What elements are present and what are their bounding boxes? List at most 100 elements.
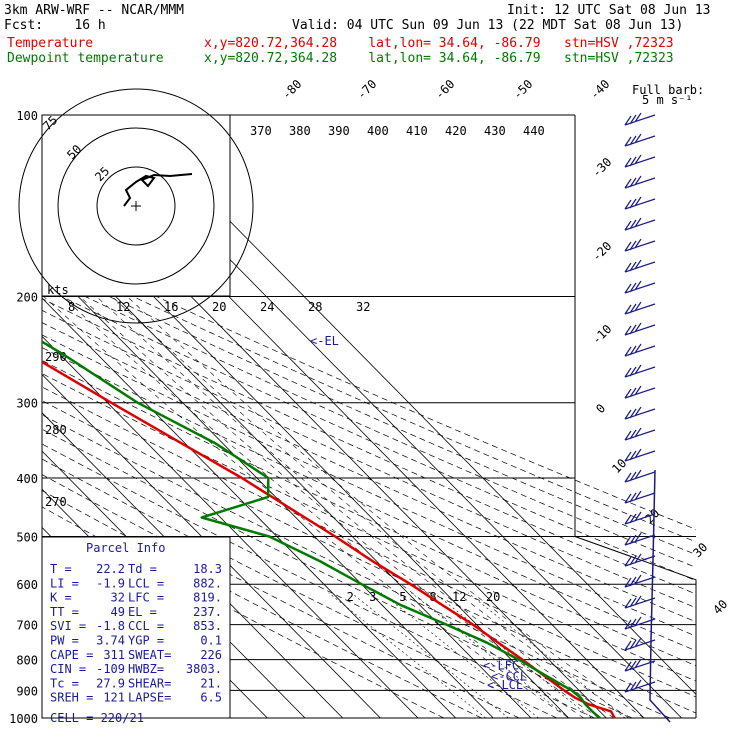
parcel-field: 882. <box>193 576 222 590</box>
parcel-field: 0.1 <box>200 634 222 648</box>
parcel-field: 3803. <box>186 662 222 676</box>
dry-adiabat-300 <box>42 428 633 718</box>
wind-barb <box>624 595 656 609</box>
pressure-label-1000: 1000 <box>9 712 38 726</box>
dewpoint-curve <box>42 340 601 718</box>
isotherm--30 <box>42 335 419 718</box>
wind-barb <box>624 532 656 546</box>
barb-note-line2: 5 m s⁻¹ <box>642 93 693 107</box>
wind-barb <box>624 154 656 168</box>
isotherm-label--50: -50 <box>510 77 535 102</box>
parcel-field: T = <box>50 562 72 576</box>
hodograph-speed-20: 20 <box>212 300 226 314</box>
annotation-lfc: <-LFC <box>483 659 519 673</box>
dry-adiabat-450 <box>42 241 696 530</box>
pressure-label-200: 200 <box>16 291 38 305</box>
parcel-field: 21. <box>200 676 222 690</box>
wind-barb <box>624 406 656 420</box>
dry-adiabat-330 <box>42 386 696 698</box>
theta-label-280: 280 <box>45 423 67 437</box>
mixing-ratio-label-20: 20 <box>486 590 500 604</box>
theta-label-390: 390 <box>328 124 350 138</box>
wind-barb <box>624 259 656 273</box>
isotherm-label--70: -70 <box>354 77 379 102</box>
parcel-field: 27.9 <box>96 676 125 690</box>
parcel-field: 22.2 <box>96 562 125 576</box>
mixing-ratio-label-3: 3 <box>369 590 376 604</box>
parcel-field: 853. <box>193 619 222 633</box>
hodograph-origin <box>131 201 141 211</box>
wind-barb <box>624 280 656 294</box>
dry-adiabat-320 <box>42 400 696 714</box>
pressure-label-800: 800 <box>16 654 38 668</box>
dry-adiabat-290 <box>42 443 595 718</box>
init-time: Init: 12 UTC Sat 08 Jun 13 <box>507 3 711 18</box>
wind-barb <box>624 385 656 399</box>
temperature-legend: Temperature <box>7 36 94 51</box>
pressure-label-300: 300 <box>16 397 38 411</box>
right-axis-lower <box>574 536 697 718</box>
wind-barb <box>624 637 656 651</box>
parcel-title: Parcel Info <box>86 541 165 555</box>
isotherm-label--30: -30 <box>589 155 614 180</box>
hodograph-speed-12: 12 <box>116 300 130 314</box>
wind-barb <box>624 364 656 378</box>
wind-barb <box>624 511 656 525</box>
hodograph-units: kts <box>47 283 69 297</box>
parcel-field: 819. <box>193 591 222 605</box>
wind-barb <box>624 553 656 567</box>
isotherm-label--10: -10 <box>589 322 614 347</box>
dry-adiabat-380 <box>42 322 696 623</box>
parcel-field: LAPSE= <box>128 691 171 705</box>
isotherm-label--80: -80 <box>279 77 304 102</box>
forecast-hour: Fcst: 16 h <box>4 18 106 33</box>
temperature-curve <box>42 360 616 718</box>
wind-barb <box>624 133 656 147</box>
pressure-label-600: 600 <box>16 578 38 592</box>
dewpoint-location: x,y=820.72,364.28 lat,lon= 34.64, -86.79… <box>204 51 674 66</box>
temperature-location: x,y=820.72,364.28 lat,lon= 34.64, -86.79… <box>204 36 674 51</box>
mixing-ratio-line-5 <box>381 592 539 718</box>
isotherm-label--20: -20 <box>589 239 614 264</box>
hodograph-ring-25 <box>96 166 176 246</box>
wind-barb <box>624 574 656 588</box>
parcel-field: Tc = <box>50 676 79 690</box>
wind-barb <box>624 490 656 504</box>
parcel-field: EL = <box>128 605 157 619</box>
parcel-field: LFC = <box>128 591 164 605</box>
hodograph-speed-24: 24 <box>260 300 274 314</box>
wind-barb <box>624 448 656 462</box>
parcel-field: 49 <box>111 605 125 619</box>
hodograph-ring-75 <box>18 88 254 324</box>
mixing-ratio-label-2: 2 <box>347 590 354 604</box>
dry-adiabat-350 <box>42 359 696 667</box>
theta-label-410: 410 <box>406 124 428 138</box>
parcel-cell: CELL = 220/21 <box>50 711 144 725</box>
barb-note-line1: Full barb: <box>632 83 704 97</box>
parcel-field: 3.74 <box>96 634 125 648</box>
parcel-field: PW = <box>50 634 79 648</box>
hodograph-trace <box>123 173 193 207</box>
wind-barb <box>624 469 656 483</box>
parcel-field: -1.8 <box>96 619 125 633</box>
parcel-field: HWBZ= <box>128 662 164 676</box>
theta-label-430: 430 <box>484 124 506 138</box>
wind-barb <box>624 175 656 189</box>
theta-label-380: 380 <box>289 124 311 138</box>
wind-barb <box>624 112 656 126</box>
parcel-field: 121 <box>103 691 125 705</box>
parcel-field: SHEAR= <box>128 676 171 690</box>
isotherm-label-0: 0 <box>593 401 608 416</box>
isotherm--10 <box>42 259 494 718</box>
theta-label-400: 400 <box>367 124 389 138</box>
annotation-ccl: <-CCL <box>491 669 527 683</box>
pressure-label-500: 500 <box>16 531 38 545</box>
model-title: 3km ARW-WRF -- NCAR/MMM <box>4 3 185 18</box>
hodograph-ring-50 <box>57 127 215 285</box>
parcel-field: K = <box>50 591 72 605</box>
pressure-label-900: 900 <box>16 684 38 698</box>
parcel-box <box>41 536 231 719</box>
parcel-field: SWEAT= <box>128 648 171 662</box>
wind-barbs <box>624 112 671 723</box>
parcel-field: CIN = <box>50 662 86 676</box>
